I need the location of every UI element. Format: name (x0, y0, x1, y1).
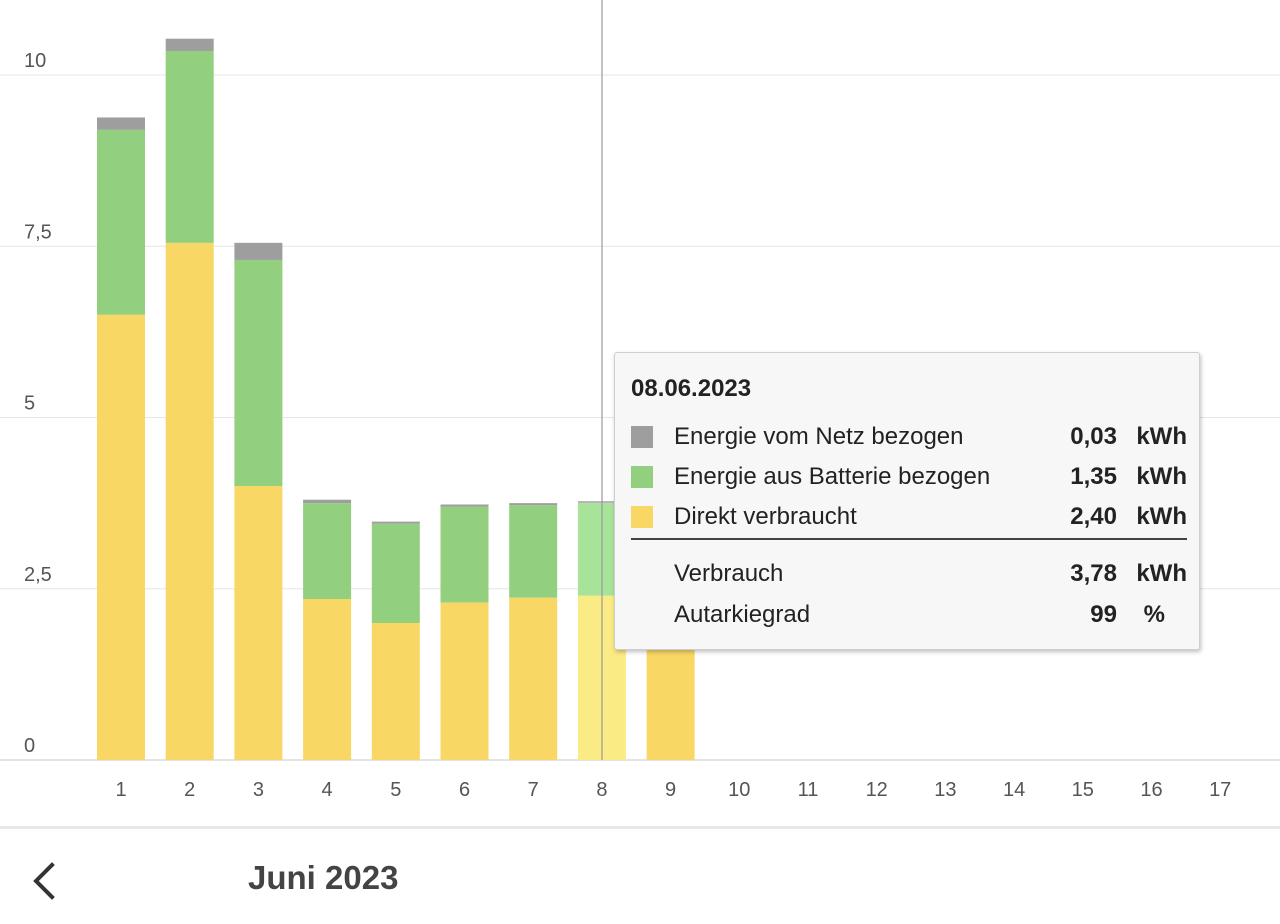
x-tick-label: 2 (184, 779, 195, 801)
y-tick-label: 5 (24, 393, 35, 415)
previous-month-button[interactable] (24, 859, 68, 903)
y-tick-label: 10 (24, 50, 46, 72)
tooltip-row-autarky: Autarkiegrad 99 % (631, 601, 1187, 631)
bar-segment[interactable] (234, 242, 283, 260)
bar-segment[interactable] (371, 521, 420, 524)
bar-segment[interactable] (97, 117, 145, 130)
bar-segment[interactable] (509, 505, 558, 598)
footer-divider (0, 826, 1280, 829)
tooltip-label: Energie vom Netz bezogen (674, 423, 964, 450)
tooltip-row-consumption: Verbrauch 3,78 kWh (631, 560, 1187, 590)
stacked-bar-chart: 02,557,510 1 2 3 4 5 6 7 8 9 10 11 12 13 14 15 16 17 (0, 0, 1280, 801)
x-tick-label: 14 (1003, 779, 1025, 801)
tooltip-label: Autarkiegrad (674, 601, 811, 628)
bar-segment[interactable] (165, 38, 214, 52)
x-tick-label: 8 (596, 779, 607, 801)
bar-segment[interactable] (97, 314, 145, 760)
bar-segment[interactable] (303, 599, 352, 760)
month-navigation: Juni 2023 (0, 829, 1280, 924)
x-tick-label: 3 (253, 779, 264, 801)
bar-segment[interactable] (303, 499, 352, 504)
tooltip-value: 1,35 (1070, 463, 1117, 490)
bar-segment[interactable] (440, 506, 489, 603)
y-tick-label: 7,5 (24, 221, 52, 243)
bar-segment[interactable] (440, 602, 489, 760)
bar-segment[interactable] (371, 623, 420, 760)
tooltip-label: Verbrauch (674, 560, 784, 587)
tooltip-row-battery: Energie aus Batterie bezogen 1,35 kWh (631, 463, 1187, 493)
bar-segment[interactable] (440, 504, 489, 507)
month-title: Juni 2023 (248, 859, 399, 896)
tooltip-unit: kWh (1136, 463, 1187, 490)
x-tick-label: 16 (1140, 779, 1162, 801)
tooltip-value: 3,78 (1070, 560, 1117, 587)
tooltip-divider (631, 538, 1187, 540)
bar-segment[interactable] (234, 259, 283, 486)
legend-swatch-direct (631, 506, 653, 528)
x-tick-label: 12 (866, 779, 888, 801)
x-tick-label: 5 (390, 779, 401, 801)
tooltip-row-grid: Energie vom Netz bezogen 0,03 kWh (631, 423, 1187, 453)
tooltip-value: 99 (1090, 601, 1117, 628)
bar-segment[interactable] (509, 597, 558, 760)
chevron-left-icon (33, 862, 55, 900)
data-tooltip: 08.06.2023 Energie vom Netz bezogen 0,03… (614, 352, 1200, 650)
bar-segment[interactable] (303, 503, 352, 600)
tooltip-unit: kWh (1136, 560, 1187, 587)
bar-segment[interactable] (165, 242, 214, 760)
tooltip-row-direct: Direkt verbraucht 2,40 kWh (631, 503, 1187, 533)
tooltip-unit: % (1143, 601, 1165, 628)
x-tick-label: 1 (115, 779, 126, 801)
legend-swatch-grid (631, 426, 653, 448)
tooltip-unit: kWh (1136, 423, 1187, 450)
tooltip-value: 2,40 (1070, 503, 1117, 530)
x-tick-label: 9 (665, 779, 676, 801)
legend-swatch-battery (631, 466, 653, 488)
x-tick-label: 17 (1209, 779, 1231, 801)
x-tick-label: 7 (528, 779, 539, 801)
bar-segment[interactable] (234, 486, 283, 760)
bar-segment[interactable] (97, 129, 145, 315)
x-tick-label: 13 (934, 779, 956, 801)
tooltip-value: 0,03 (1070, 423, 1117, 450)
bar-segment[interactable] (165, 51, 214, 243)
x-tick-label: 4 (322, 779, 333, 801)
y-tick-label: 2,5 (24, 564, 52, 586)
tooltip-unit: kWh (1136, 503, 1187, 530)
bar-segment[interactable] (509, 503, 558, 506)
x-tick-label: 10 (728, 779, 750, 801)
bar-segment[interactable] (371, 523, 420, 623)
x-tick-label: 15 (1072, 779, 1094, 801)
tooltip-date: 08.06.2023 (631, 375, 752, 402)
x-tick-label: 11 (798, 779, 819, 801)
x-tick-label: 6 (459, 779, 470, 801)
y-tick-label: 0 (24, 735, 35, 757)
tooltip-label: Energie aus Batterie bezogen (674, 463, 991, 490)
tooltip-label: Direkt verbraucht (674, 503, 857, 530)
